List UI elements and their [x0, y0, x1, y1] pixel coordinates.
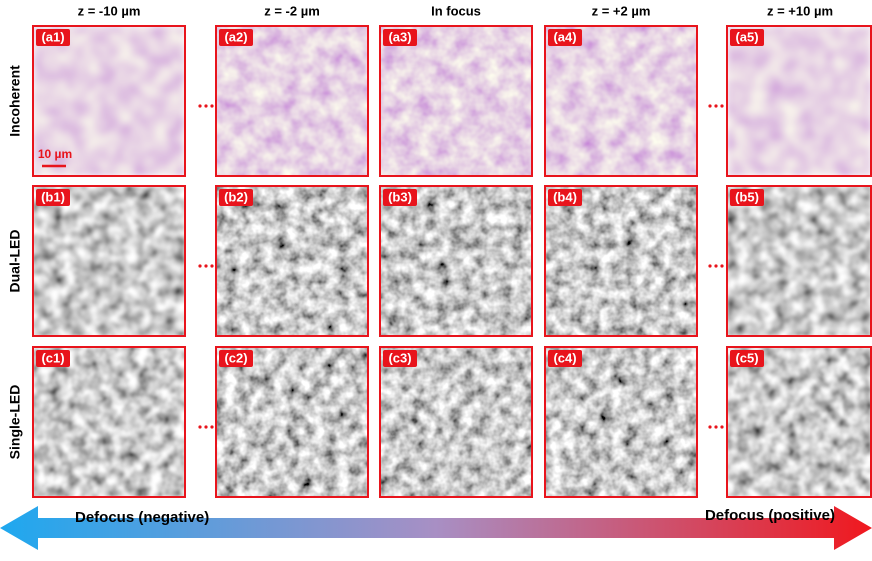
ellipsis-dot	[210, 104, 213, 107]
panel-label: (b2)	[224, 189, 248, 204]
ellipsis-dot	[204, 104, 207, 107]
column-header: z = +10 µm	[767, 3, 833, 18]
micrograph	[727, 26, 871, 176]
panel-label: (b3)	[388, 189, 412, 204]
ellipsis-dot	[708, 425, 711, 428]
panel-label: (c1)	[41, 350, 64, 365]
ellipsis-dot	[198, 104, 201, 107]
micrograph	[380, 347, 532, 497]
ellipsis-dot	[708, 104, 711, 107]
micrograph	[33, 347, 185, 497]
page: Defocus (negative) Defocus (positive) z …	[0, 0, 872, 556]
panel-label: (c5)	[735, 350, 758, 365]
panel-label: (b4)	[553, 189, 577, 204]
panel-label: (b1)	[41, 189, 65, 204]
micrograph	[545, 347, 697, 497]
micrograph	[33, 186, 185, 336]
micrograph	[727, 347, 871, 497]
micrograph	[216, 347, 368, 497]
ellipsis-dot	[720, 104, 723, 107]
micrograph	[216, 26, 368, 176]
panel-label: (a1)	[41, 29, 64, 44]
arrow-right-label: Defocus (positive)	[705, 507, 835, 524]
row-label: Incoherent	[7, 65, 23, 137]
micrograph	[380, 186, 532, 336]
panel-label: (c4)	[553, 350, 576, 365]
arrow-left-label: Defocus (negative)	[75, 509, 209, 526]
micrograph	[545, 26, 697, 176]
row-label: Single-LED	[7, 385, 23, 460]
ellipsis-dot	[210, 425, 213, 428]
ellipsis-dot	[720, 425, 723, 428]
panel-label: (c3)	[388, 350, 411, 365]
micrograph	[727, 186, 871, 336]
panel-label: (a3)	[388, 29, 411, 44]
micrograph	[380, 26, 532, 176]
micrograph	[545, 186, 697, 336]
ellipsis-dot	[198, 264, 201, 267]
ellipsis-dot	[210, 264, 213, 267]
ellipsis-dot	[708, 264, 711, 267]
ellipsis-dot	[198, 425, 201, 428]
scale-bar-label: 10 µm	[38, 147, 72, 161]
panel-label: (b5)	[735, 189, 759, 204]
column-header: z = -2 µm	[264, 3, 320, 18]
column-header: z = -10 µm	[78, 3, 141, 18]
panel-label: (a5)	[735, 29, 758, 44]
figure: Defocus (negative) Defocus (positive) z …	[0, 0, 872, 556]
panel-label: (a2)	[224, 29, 247, 44]
ellipsis-dot	[204, 425, 207, 428]
panel-label: (c2)	[224, 350, 247, 365]
ellipsis-dot	[720, 264, 723, 267]
panel-label: (a4)	[553, 29, 576, 44]
ellipsis-dot	[204, 264, 207, 267]
column-header: z = +2 µm	[592, 3, 651, 18]
column-header: In focus	[431, 3, 481, 18]
ellipsis-dot	[714, 264, 717, 267]
micrograph	[216, 186, 368, 336]
ellipsis-dot	[714, 425, 717, 428]
row-label: Dual-LED	[7, 230, 23, 293]
ellipsis-dot	[714, 104, 717, 107]
